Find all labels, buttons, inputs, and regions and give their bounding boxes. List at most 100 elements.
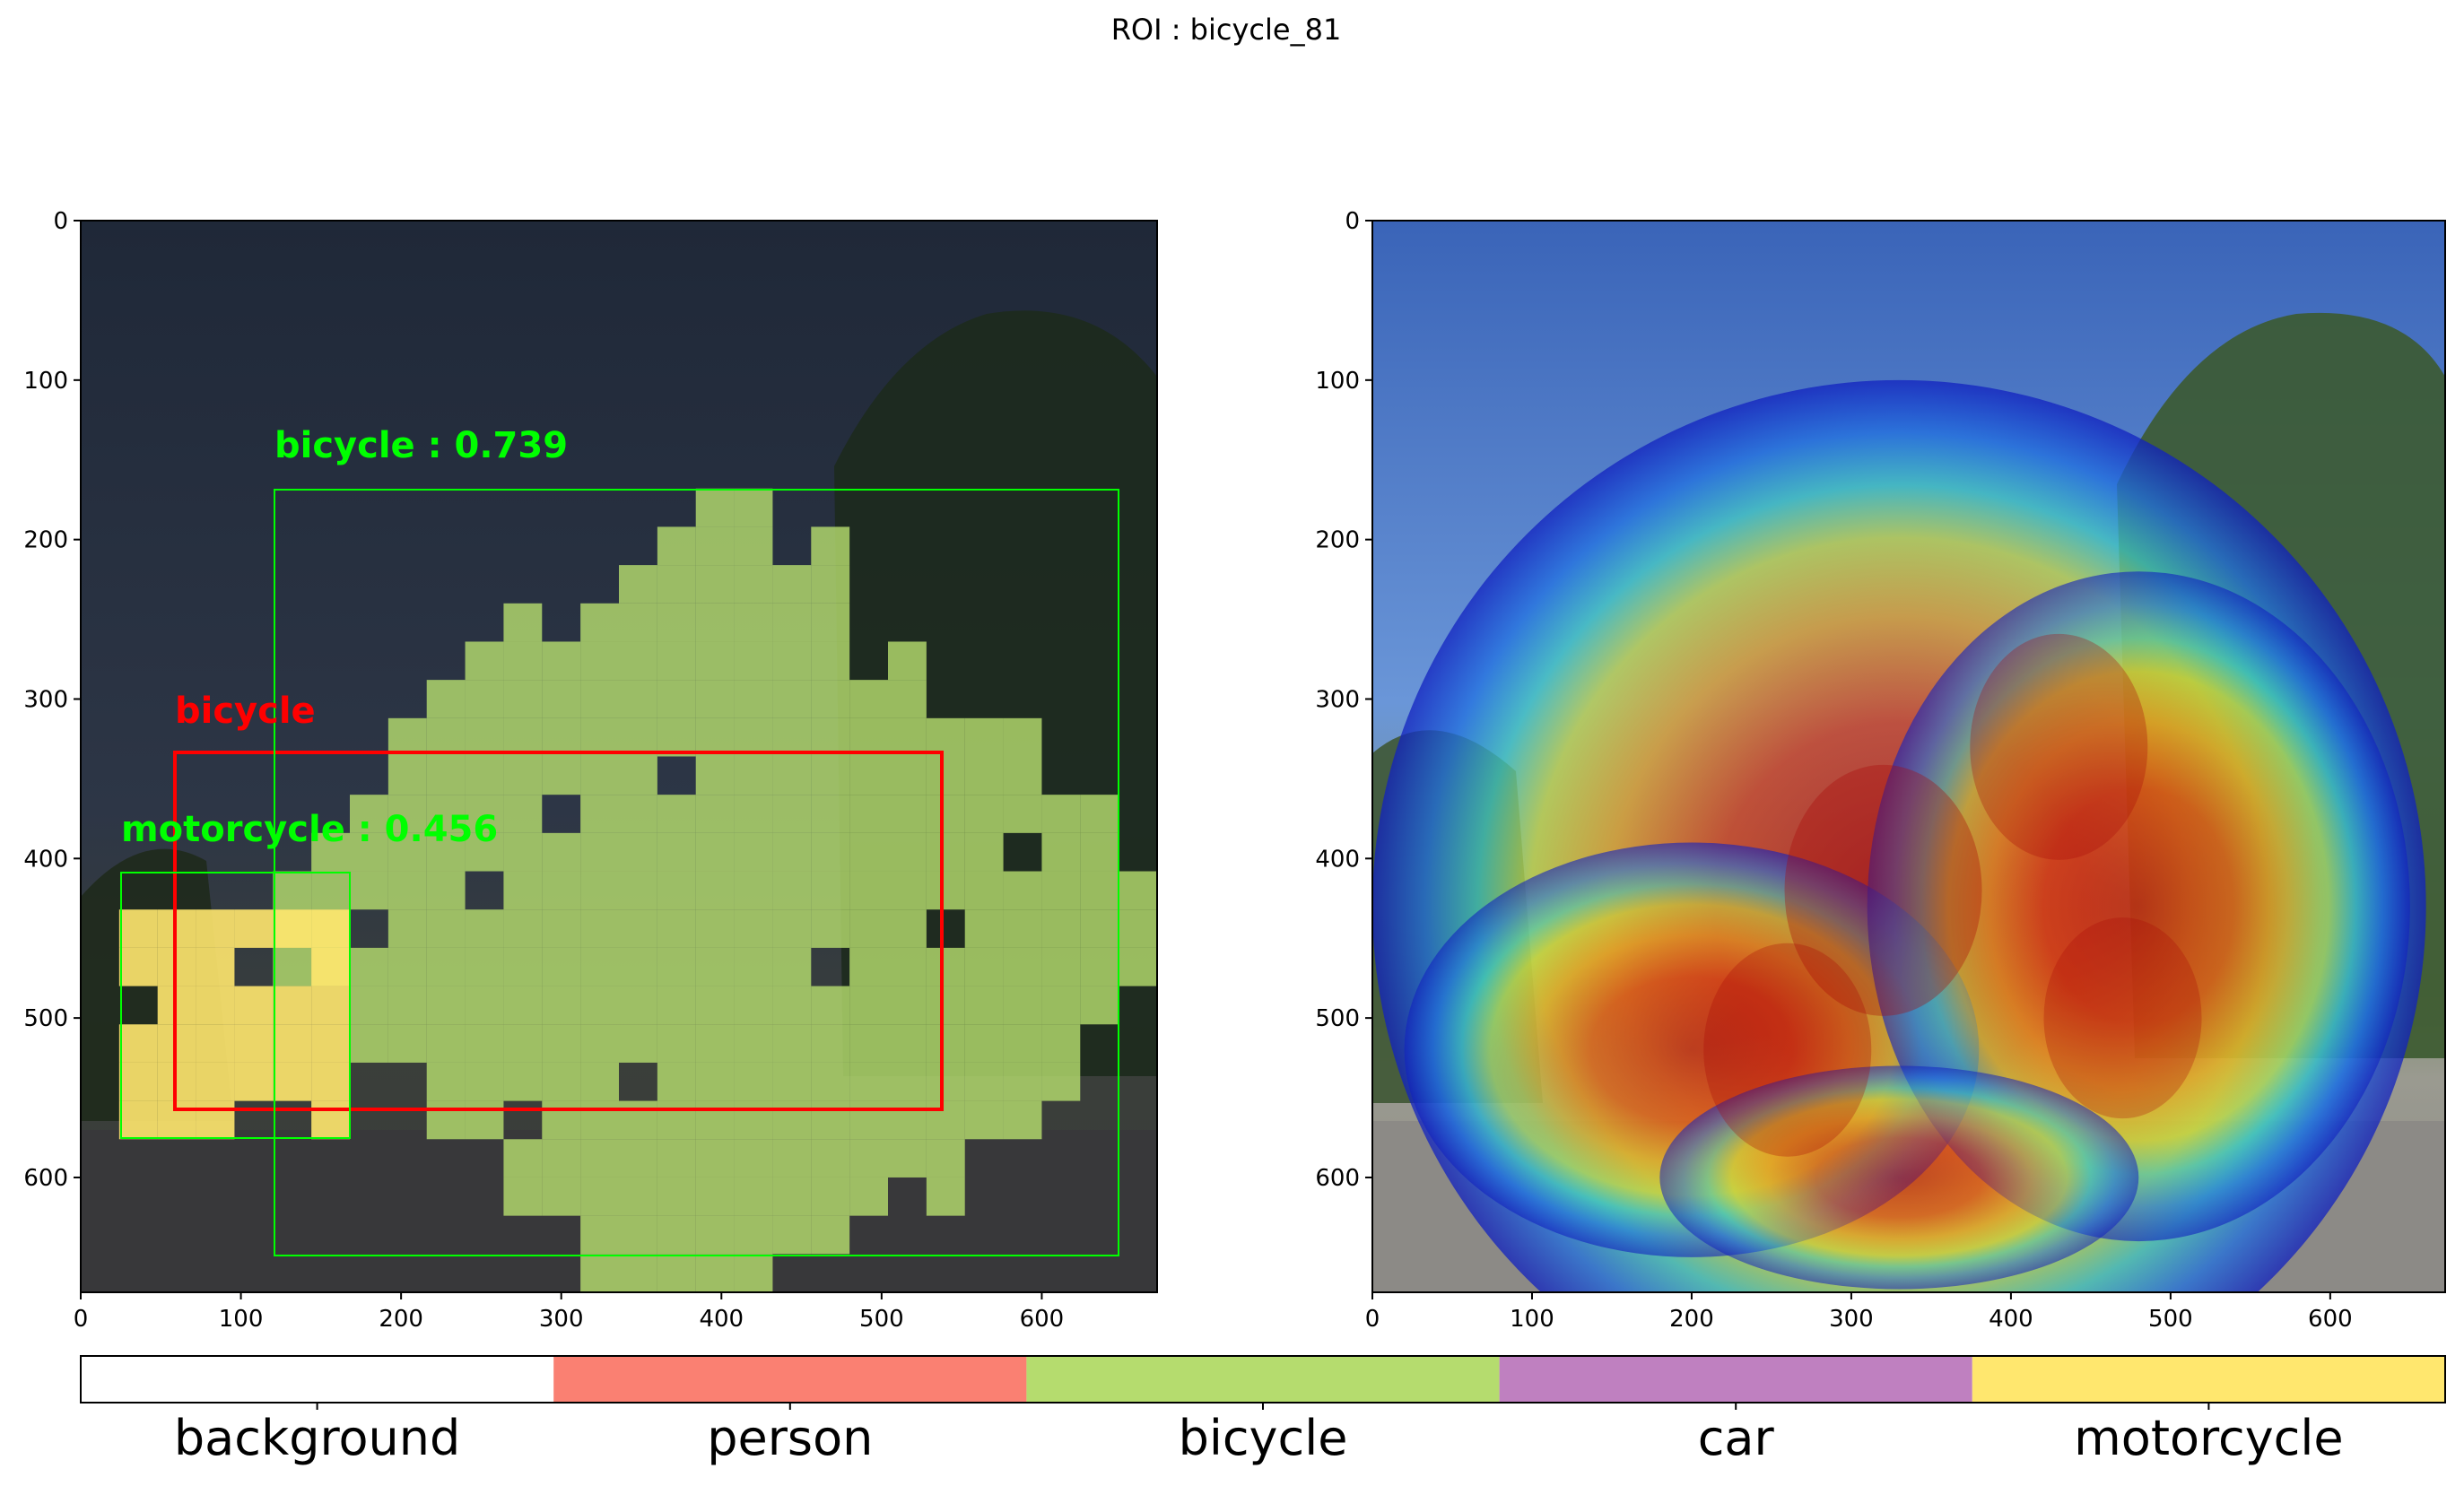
mask-cell-bicycle [849, 832, 888, 872]
mask-cell-bicycle [695, 717, 735, 757]
x-tick-label: 200 [379, 1306, 423, 1333]
mask-cell-bicycle [1003, 1024, 1042, 1063]
mask-cell-motorcycle [118, 1062, 158, 1101]
heatmap-hotspot [1970, 633, 2148, 860]
y-tick-label: 500 [1315, 1005, 1360, 1032]
mask-cell-bicycle [465, 1100, 504, 1140]
mask-cell-bicycle [542, 871, 581, 910]
mask-cell-motorcycle [118, 1100, 158, 1140]
mask-cell-bicycle [811, 641, 850, 681]
mask-cell-bicycle [772, 1215, 812, 1255]
mask-cell-bicycle [695, 1100, 735, 1140]
mask-cell-bicycle [926, 1100, 965, 1140]
mask-cell-bicycle [580, 986, 619, 1025]
mask-cell-bicycle [888, 795, 927, 833]
x-tick-label: 500 [2148, 1306, 2193, 1333]
mask-cell-motorcycle [273, 909, 312, 948]
mask-cell-motorcycle [157, 1100, 196, 1140]
mask-cell-bicycle [695, 909, 735, 948]
mask-cell-bicycle [849, 909, 888, 948]
mask-cell-bicycle [542, 756, 581, 795]
mask-cell-motorcycle [157, 986, 196, 1025]
mask-cell-bicycle [695, 947, 735, 986]
mask-cell-bicycle [1119, 871, 1157, 910]
mask-cell-motorcycle [311, 986, 350, 1025]
left-panel: bicycle bicycle : 0.739 motorcycle : 0.4… [23, 208, 1158, 1333]
right-axis-ticks: 0 100 200 300 400 500 600 0 100 200 300 400 500 600 [1315, 208, 2352, 1333]
mask-cell-bicycle [387, 909, 427, 948]
mask-cell-bicycle [772, 717, 812, 757]
mask-cell-bicycle [849, 1139, 888, 1178]
mask-cell-bicycle [849, 1177, 888, 1216]
mask-cell-motorcycle [311, 1024, 350, 1063]
mask-cell-bicycle [734, 756, 773, 795]
mask-cell-bicycle [849, 717, 888, 757]
colorbar-label: person [707, 1410, 873, 1466]
colorbar-label: motorcycle [2074, 1410, 2343, 1466]
mask-cell-motorcycle [234, 1024, 274, 1063]
mask-cell-bicycle [772, 565, 812, 604]
mask-cell-bicycle [964, 1024, 1004, 1063]
y-tick-label: 500 [23, 1005, 68, 1032]
mask-cell-bicycle [619, 1139, 657, 1178]
mask-cell-bicycle [657, 832, 696, 872]
mask-cell-bicycle [657, 526, 696, 566]
mask-cell-bicycle [772, 1024, 812, 1063]
mask-cell-motorcycle [196, 1100, 235, 1140]
mask-cell-bicycle [1041, 795, 1081, 833]
mask-cell-bicycle [811, 986, 850, 1025]
mask-cell-bicycle [580, 871, 619, 910]
mask-cell-bicycle [657, 871, 696, 910]
x-tick-label: 400 [1989, 1306, 2033, 1333]
y-tick-label: 400 [23, 846, 68, 873]
mask-cell-bicycle [772, 947, 812, 986]
mask-cell-motorcycle [157, 1024, 196, 1063]
mask-cell-bicycle [1041, 1062, 1081, 1101]
mask-cell-bicycle [964, 909, 1004, 948]
mask-cell-bicycle [926, 986, 965, 1025]
mask-cell-bicycle [426, 717, 466, 757]
mask-cell-bicycle [811, 1062, 850, 1101]
mask-cell-bicycle [657, 603, 696, 642]
mask-cell-bicycle [1041, 871, 1081, 910]
mask-cell-bicycle [311, 871, 350, 910]
mask-cell-bicycle [350, 795, 388, 833]
mask-cell-bicycle [619, 1177, 657, 1216]
x-tick-label: 500 [859, 1306, 904, 1333]
colorbar-swatch [81, 1356, 554, 1403]
mask-cell-bicycle [657, 1100, 696, 1140]
mask-cell-bicycle [1041, 986, 1081, 1025]
mask-cell-bicycle [695, 641, 735, 681]
mask-cell-bicycle [734, 1254, 773, 1292]
mask-cell-bicycle [772, 680, 812, 718]
roi-box [173, 751, 944, 1111]
mask-cell-bicycle [619, 717, 657, 757]
mask-cell-bicycle [772, 832, 812, 872]
mask-cell-bicycle [772, 1177, 812, 1216]
mask-cell-bicycle [657, 1139, 696, 1178]
mask-cell-bicycle [1003, 947, 1042, 986]
mask-cell-bicycle [542, 986, 581, 1025]
mask-cell-bicycle [811, 1215, 850, 1255]
heatmap-hotspot [1784, 764, 1982, 1016]
mask-cell-bicycle [888, 871, 927, 910]
mask-cell-bicycle [311, 832, 350, 872]
heatmap-blob [1659, 1065, 2139, 1290]
colorbar-label: car [1698, 1410, 1775, 1466]
left-axes-frame [80, 220, 1158, 1293]
mask-cell-bicycle [772, 641, 812, 681]
mask-cell-bicycle [426, 795, 466, 833]
mask-cell-bicycle [734, 1100, 773, 1140]
mask-cell-bicycle [849, 680, 888, 718]
mask-cell-bicycle [542, 909, 581, 948]
mask-cell-bicycle [580, 1215, 619, 1255]
mask-cell-bicycle [849, 1062, 888, 1101]
mask-cell-motorcycle [311, 1062, 350, 1101]
mask-cell-bicycle [888, 1062, 927, 1101]
mask-cell-bicycle [580, 795, 619, 833]
mask-cell-bicycle [734, 832, 773, 872]
mask-cell-motorcycle [157, 947, 196, 986]
mask-cell-bicycle [657, 909, 696, 948]
mask-cell-bicycle [1080, 795, 1119, 833]
